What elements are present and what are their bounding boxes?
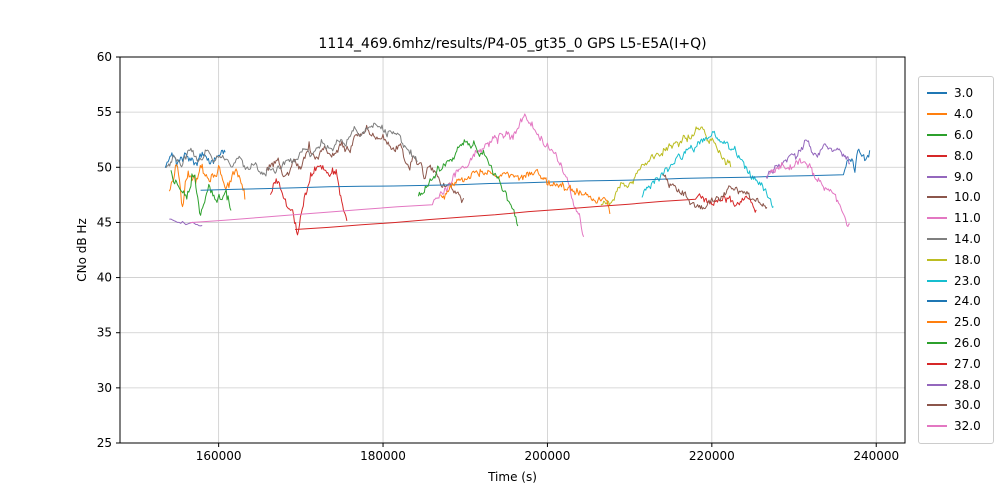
y-tick-label: 45 (97, 215, 112, 229)
legend-line-sample (927, 113, 947, 116)
legend-line-sample (927, 217, 947, 220)
legend-item: 23.0 (927, 270, 987, 291)
y-tick-label: 60 (97, 50, 112, 64)
legend-item: 18.0 (927, 249, 987, 270)
legend-line-sample (927, 362, 947, 365)
legend-label: 11.0 (954, 211, 981, 226)
y-tick-label: 30 (97, 381, 112, 395)
legend-label: 26.0 (954, 335, 981, 350)
series-line (641, 130, 774, 208)
series-line (265, 124, 465, 204)
legend-line-sample (927, 279, 947, 282)
legend-line-sample (927, 133, 947, 136)
legend-item: 3.0 (927, 83, 987, 104)
y-tick-label: 25 (97, 436, 112, 450)
x-tick-label: 200000 (525, 449, 571, 463)
legend-line-sample (927, 154, 947, 157)
plot-border (119, 56, 906, 444)
series-line (662, 174, 768, 210)
legend-item: 9.0 (927, 166, 987, 187)
legend-line-sample (927, 300, 947, 303)
legend-line-sample (927, 383, 947, 386)
legend-line-sample (927, 258, 947, 261)
series-line (768, 158, 851, 227)
legend-line-sample (927, 196, 947, 199)
legend-line-sample (927, 404, 947, 407)
legend-item: 28.0 (927, 374, 987, 395)
legend-item: 30.0 (927, 395, 987, 416)
legend-line-sample (927, 92, 947, 95)
legend-label: 8.0 (954, 148, 974, 163)
series-line (417, 139, 519, 227)
legend-label: 10.0 (954, 190, 981, 205)
legend-item: 14.0 (927, 229, 987, 250)
legend-label: 23.0 (954, 273, 981, 288)
legend: 3.0 4.0 6.0 8.0 9.0 10.0 11.0 14.0 18.0 23.0 24.0 2… (918, 76, 994, 444)
y-tick-label: 55 (97, 105, 112, 119)
series-line (765, 139, 850, 179)
chart-title: 1114_469.6mhz/results/P4-05_gt35_0 GPS L… (318, 36, 707, 52)
x-tick-label: 220000 (689, 449, 735, 463)
x-tick-label: 160000 (196, 449, 242, 463)
y-tick-label: 35 (97, 326, 112, 340)
series-line (440, 168, 611, 214)
series-line (165, 122, 418, 177)
legend-line-sample (927, 175, 947, 178)
legend-line-sample (927, 341, 947, 344)
legend-line-sample (927, 425, 947, 428)
x-axis-label: Time (s) (488, 470, 537, 484)
series-line (189, 113, 585, 237)
legend-item: 4.0 (927, 104, 987, 125)
legend-label: 6.0 (954, 127, 974, 142)
legend-label: 27.0 (954, 356, 981, 371)
legend-item: 25.0 (927, 312, 987, 333)
series-line (295, 193, 757, 230)
legend-label: 4.0 (954, 107, 974, 122)
legend-item: 11.0 (927, 208, 987, 229)
legend-label: 32.0 (954, 419, 981, 434)
legend-item: 6.0 (927, 125, 987, 146)
y-tick-label: 50 (97, 160, 112, 174)
legend-label: 14.0 (954, 231, 981, 246)
series-line (168, 163, 246, 208)
series-line (169, 218, 203, 227)
series-line (269, 164, 348, 236)
legend-item: 8.0 (927, 145, 987, 166)
legend-label: 24.0 (954, 294, 981, 309)
legend-item: 24.0 (927, 291, 987, 312)
legend-line-sample (927, 237, 947, 240)
x-tick-label: 180000 (360, 449, 406, 463)
legend-line-sample (927, 321, 947, 324)
series-line (600, 126, 732, 206)
x-tick-label: 240000 (853, 449, 899, 463)
legend-item: 32.0 (927, 416, 987, 437)
y-tick-label: 40 (97, 271, 112, 285)
series-line (170, 170, 232, 216)
legend-label: 18.0 (954, 252, 981, 267)
legend-item: 10.0 (927, 187, 987, 208)
legend-item: 27.0 (927, 353, 987, 374)
legend-label: 25.0 (954, 315, 981, 330)
legend-label: 30.0 (954, 398, 981, 413)
series-line (200, 148, 871, 191)
legend-label: 9.0 (954, 169, 974, 184)
legend-label: 3.0 (954, 86, 974, 101)
legend-label: 28.0 (954, 377, 981, 392)
legend-item: 26.0 (927, 333, 987, 354)
